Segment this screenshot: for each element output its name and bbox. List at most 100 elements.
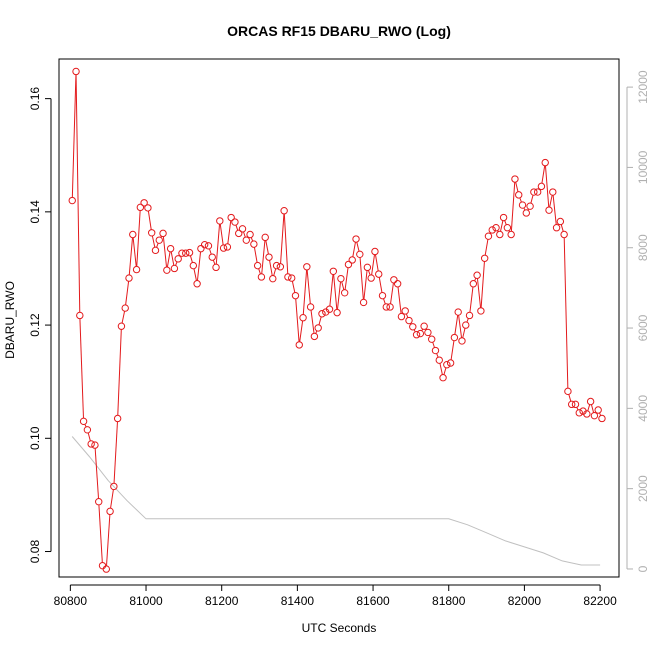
series-segment-109 (484, 239, 489, 256)
data-point-132 (568, 400, 576, 409)
data-point-7 (95, 498, 103, 506)
data-point-51 (261, 233, 269, 242)
data-point-133 (571, 400, 580, 409)
data-point-83 (382, 303, 390, 311)
data-point-29 (178, 249, 186, 257)
series-segment-56 (283, 213, 289, 274)
series-segment-74 (352, 242, 356, 257)
data-point-66 (318, 310, 326, 318)
data-point-111 (488, 226, 496, 234)
series-segment-16 (132, 237, 137, 267)
data-point-121 (526, 202, 534, 210)
data-point-98 (439, 374, 447, 382)
data-point-134 (575, 409, 583, 417)
series-segment-70 (336, 281, 342, 310)
series-segment-71 (341, 281, 345, 290)
data-point-77 (359, 298, 368, 307)
x-tick-label-5: 81800 (432, 594, 466, 608)
series-segment-17 (136, 210, 141, 267)
data-point-138 (590, 411, 599, 420)
series-segment-31 (189, 255, 193, 263)
data-point-3 (79, 417, 88, 426)
data-point-130 (560, 230, 568, 239)
data-point-113 (496, 230, 504, 239)
series-segment-124 (541, 165, 546, 184)
series-segment-4 (87, 432, 91, 441)
data-point-109 (480, 254, 489, 262)
data-point-101 (450, 333, 459, 342)
series-segment-100 (450, 340, 455, 360)
series-segment-117 (515, 182, 519, 192)
y2-tick-label-1: 2000 (636, 475, 650, 502)
series-segment-129 (560, 224, 564, 232)
series-segment-20 (147, 210, 152, 230)
data-point-81 (375, 270, 383, 278)
data-point-97 (435, 356, 443, 364)
series-segment-43 (235, 224, 239, 231)
data-point-91 (412, 331, 421, 339)
data-point-19 (140, 199, 148, 207)
data-point-140 (598, 414, 606, 423)
data-point-82 (378, 291, 387, 300)
data-point-37 (208, 253, 216, 261)
series-segment-121 (530, 195, 534, 204)
data-point-2 (76, 311, 84, 320)
data-point-104 (462, 321, 470, 329)
data-point-127 (549, 188, 557, 196)
data-point-70 (333, 308, 341, 317)
series-segment-63 (310, 310, 315, 334)
series-segment-11 (113, 421, 118, 484)
data-point-55 (276, 263, 285, 271)
data-point-61 (299, 314, 307, 322)
series-segment-6 (94, 448, 100, 499)
series-segment-59 (295, 298, 300, 342)
data-point-26 (166, 244, 175, 253)
series-segment-98 (443, 367, 447, 375)
data-point-32 (189, 261, 198, 270)
data-point-31 (185, 248, 194, 257)
data-point-122 (530, 188, 538, 196)
data-point-120 (522, 209, 530, 217)
data-point-129 (556, 217, 565, 226)
series-segment-7 (98, 504, 103, 563)
data-point-137 (586, 397, 595, 406)
data-point-72 (340, 289, 349, 297)
series-segment-51 (265, 240, 269, 255)
y2-tick-label-6: 12000 (636, 70, 650, 104)
y-tick-label-1: 0.10 (28, 426, 42, 450)
data-point-24 (159, 229, 167, 238)
series-layer (68, 67, 606, 573)
data-point-11 (110, 482, 118, 491)
data-point-56 (280, 207, 288, 215)
series-segment-32 (193, 268, 197, 281)
data-point-35 (200, 240, 209, 249)
series-segment-84 (390, 282, 394, 304)
data-point-47 (246, 230, 254, 239)
data-point-41 (223, 243, 232, 251)
data-point-105 (465, 311, 474, 320)
x-axis-label: UTC Seconds (302, 621, 377, 635)
series-segment-79 (371, 254, 375, 275)
data-point-54 (272, 261, 281, 270)
data-point-22 (151, 246, 160, 255)
data-point-40 (219, 244, 228, 252)
data-point-48 (250, 240, 258, 248)
y2-tick-label-4: 8000 (636, 234, 650, 261)
series-segment-49 (258, 268, 261, 275)
data-point-34 (197, 244, 205, 253)
data-point-1 (72, 67, 80, 76)
x-tick-label-6: 82000 (508, 594, 542, 608)
y-axis-label: DBARU_RWO (3, 281, 17, 359)
data-point-69 (329, 267, 338, 275)
series-segment-95 (432, 342, 435, 348)
series-segment-113 (500, 220, 504, 232)
data-point-80 (371, 247, 379, 256)
series-segment-80 (374, 254, 379, 272)
data-point-96 (431, 346, 440, 355)
series-segment-10 (110, 489, 114, 509)
series-segment-55 (280, 213, 285, 264)
data-point-52 (265, 253, 273, 261)
data-point-30 (182, 249, 190, 257)
secondary-series-layer (71, 436, 601, 566)
